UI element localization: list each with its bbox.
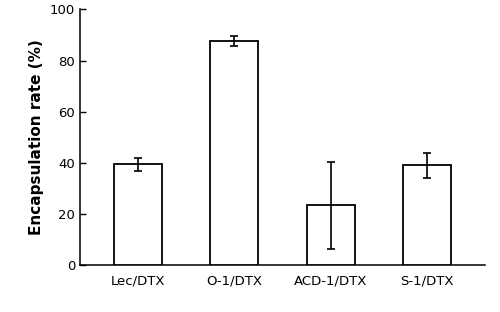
Bar: [114, 164, 162, 265]
Bar: [210, 41, 258, 265]
Bar: [403, 165, 451, 265]
Bar: [306, 205, 355, 265]
Y-axis label: Encapsulation rate (%): Encapsulation rate (%): [30, 39, 44, 235]
